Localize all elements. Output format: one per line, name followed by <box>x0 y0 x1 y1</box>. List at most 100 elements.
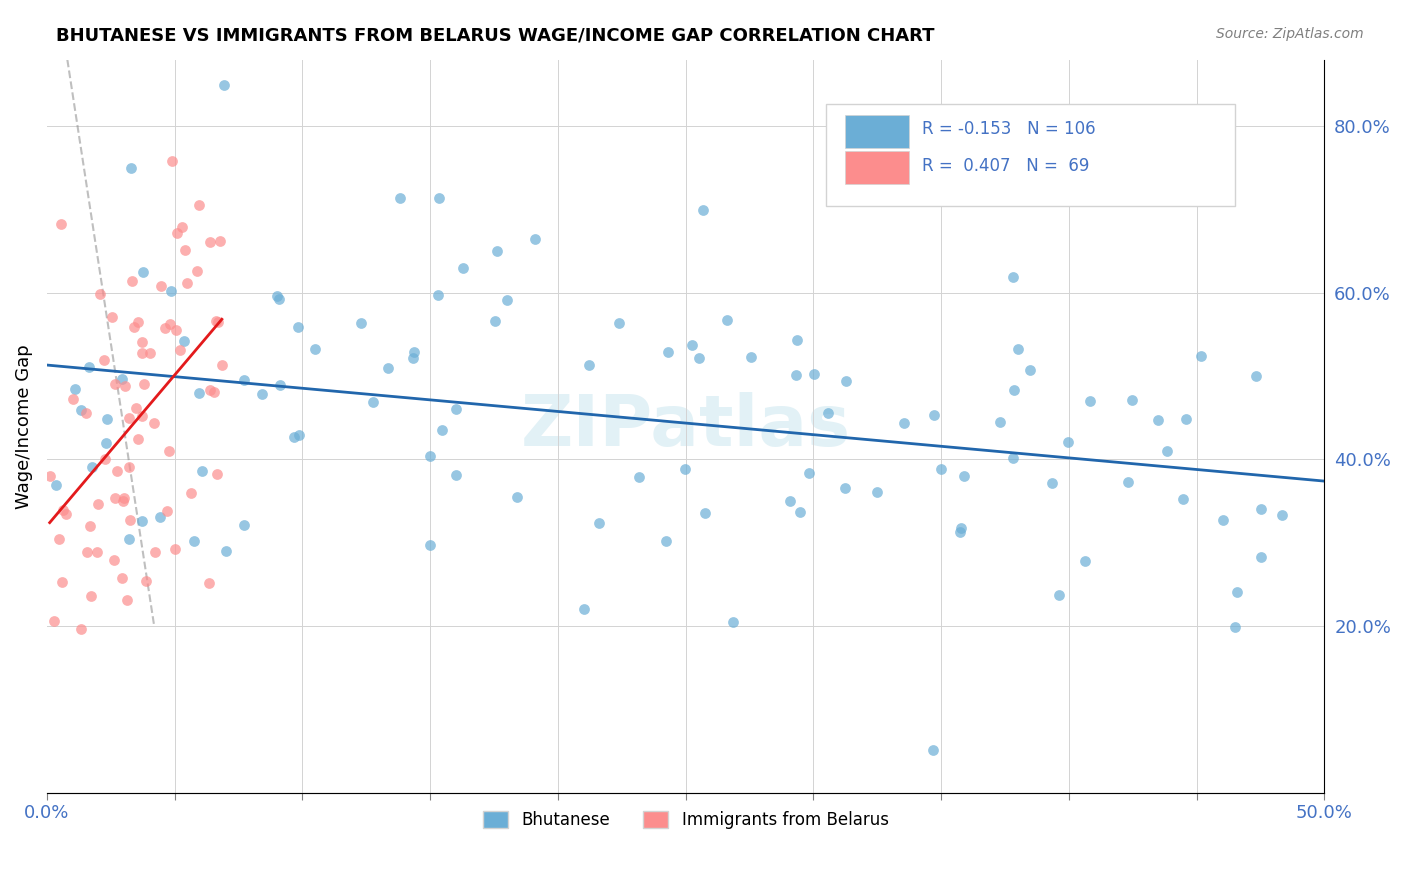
Point <box>524 232 547 246</box>
Point <box>716 312 738 326</box>
Point <box>402 351 425 365</box>
Point <box>427 191 450 205</box>
Point <box>94 452 117 467</box>
Text: R = -0.153   N = 106: R = -0.153 N = 106 <box>922 120 1095 138</box>
Point <box>304 342 326 356</box>
Point <box>693 507 716 521</box>
Point <box>180 486 202 500</box>
Point <box>1189 349 1212 363</box>
FancyBboxPatch shape <box>845 152 910 185</box>
Point <box>1244 368 1267 383</box>
Text: R =  0.407   N =  69: R = 0.407 N = 69 <box>922 157 1090 175</box>
Point <box>183 533 205 548</box>
Point <box>77 360 100 375</box>
FancyBboxPatch shape <box>845 114 910 147</box>
Point <box>1223 620 1246 634</box>
Point <box>657 345 679 359</box>
Point <box>1007 343 1029 357</box>
FancyBboxPatch shape <box>827 103 1234 206</box>
Point <box>1173 491 1195 506</box>
Point <box>93 353 115 368</box>
Point <box>134 377 156 392</box>
Point <box>673 461 696 475</box>
Point <box>789 505 811 519</box>
Point <box>118 459 141 474</box>
Point <box>208 234 231 248</box>
Point <box>692 202 714 217</box>
Point <box>1250 549 1272 564</box>
Point <box>114 379 136 393</box>
Point <box>350 316 373 330</box>
Point <box>94 435 117 450</box>
Point <box>127 315 149 329</box>
Point <box>89 287 111 301</box>
Point <box>1002 451 1025 466</box>
Point <box>121 274 143 288</box>
Point <box>267 292 290 306</box>
Point <box>1019 363 1042 377</box>
Point <box>721 615 744 629</box>
Point <box>52 503 75 517</box>
Point <box>125 401 148 416</box>
Point <box>111 571 134 585</box>
Point <box>950 521 973 535</box>
Point <box>82 460 104 475</box>
Text: BHUTANESE VS IMMIGRANTS FROM BELARUS WAGE/INCOME GAP CORRELATION CHART: BHUTANESE VS IMMIGRANTS FROM BELARUS WAG… <box>56 27 935 45</box>
Point <box>288 428 311 442</box>
Point <box>1271 508 1294 522</box>
Point <box>988 415 1011 429</box>
Point <box>486 244 509 258</box>
Point <box>929 461 952 475</box>
Point <box>165 323 187 337</box>
Point <box>131 514 153 528</box>
Point <box>785 368 807 382</box>
Point <box>1057 434 1080 449</box>
Point <box>122 320 145 334</box>
Point <box>118 410 141 425</box>
Point <box>578 358 600 372</box>
Point <box>506 490 529 504</box>
Point <box>444 467 467 482</box>
Point <box>120 513 142 527</box>
Point <box>866 485 889 500</box>
Point <box>188 198 211 212</box>
Point <box>432 423 454 437</box>
Point <box>70 622 93 636</box>
Point <box>607 316 630 330</box>
Point <box>87 497 110 511</box>
Point <box>55 507 77 521</box>
Point <box>628 470 651 484</box>
Point <box>115 592 138 607</box>
Point <box>120 161 142 176</box>
Point <box>131 346 153 360</box>
Point <box>404 345 426 359</box>
Point <box>572 601 595 615</box>
Text: ZIPatlas: ZIPatlas <box>520 392 851 460</box>
Point <box>287 320 309 334</box>
Point <box>96 412 118 426</box>
Point <box>149 509 172 524</box>
Point <box>198 235 221 249</box>
Point <box>817 406 839 420</box>
Point <box>269 377 291 392</box>
Point <box>1212 513 1234 527</box>
Point <box>112 491 135 505</box>
Point <box>922 408 945 422</box>
Point <box>131 265 153 279</box>
Point <box>49 217 72 231</box>
Point <box>588 516 610 530</box>
Point <box>377 360 399 375</box>
Point <box>79 519 101 533</box>
Point <box>111 372 134 386</box>
Point <box>157 443 180 458</box>
Point <box>104 491 127 506</box>
Point <box>105 464 128 478</box>
Point <box>70 402 93 417</box>
Point <box>419 449 441 463</box>
Point <box>786 333 808 347</box>
Point <box>835 374 858 388</box>
Point <box>198 576 221 591</box>
Point <box>779 493 801 508</box>
Point <box>62 392 84 407</box>
Point <box>740 350 762 364</box>
